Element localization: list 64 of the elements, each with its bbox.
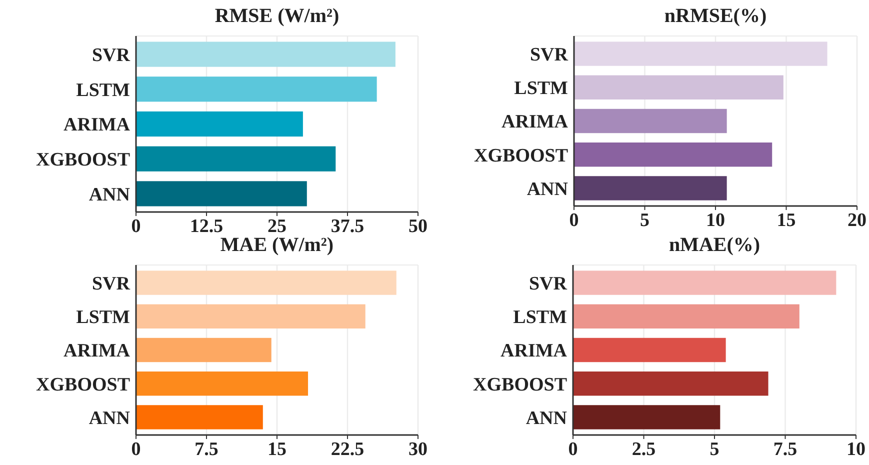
bar (136, 146, 336, 172)
bar (136, 181, 307, 206)
x-tick-label: 0 (131, 439, 141, 460)
y-tick-label: XGBOOST (473, 374, 568, 396)
y-tick-label: SVR (530, 44, 568, 66)
x-tick-label: 7.5 (194, 439, 218, 460)
bar (573, 270, 836, 295)
y-tick-label: ANN (88, 408, 130, 429)
x-tick-label: 2.5 (632, 439, 656, 460)
y-tick-label: ARIMA (64, 340, 130, 362)
x-tick-label: 22.5 (330, 439, 364, 460)
x-tick-label: 20 (848, 210, 866, 231)
chart-title: nRMSE(%) (664, 5, 767, 27)
x-tick-label: 25 (268, 216, 286, 237)
bar (574, 42, 828, 66)
bar (136, 405, 263, 430)
y-tick-label: XGBOOST (474, 145, 568, 166)
y-tick-label: SVR (528, 273, 568, 294)
x-tick-label: 50 (408, 216, 428, 237)
bar (136, 76, 377, 102)
bar (136, 270, 396, 295)
x-tick-label: 30 (408, 439, 428, 460)
x-tick-label: 0 (568, 439, 578, 460)
y-tick-label: XGBOOST (36, 150, 130, 171)
bar (136, 42, 396, 67)
bar (574, 75, 784, 100)
chart-title: MAE (W/m²) (220, 234, 334, 256)
chart-title: RMSE (W/m²) (214, 5, 340, 27)
bar (574, 142, 772, 167)
bar (573, 372, 768, 396)
x-tick-label: 10 (706, 210, 725, 231)
bar (573, 304, 800, 328)
y-tick-label: LSTM (76, 307, 130, 328)
y-tick-label: LSTM (76, 80, 130, 101)
x-tick-label: 7.5 (773, 439, 798, 460)
y-tick-label: ARIMA (64, 114, 130, 136)
bar (573, 405, 720, 430)
y-tick-label: ANN (526, 408, 568, 429)
y-tick-label: LSTM (513, 307, 568, 328)
bar (136, 304, 366, 328)
x-tick-label: 12.5 (190, 216, 224, 237)
y-tick-label: LSTM (514, 78, 568, 100)
x-tick-label: 37.5 (330, 216, 364, 237)
x-tick-label: 15 (776, 210, 796, 231)
y-tick-label: XGBOOST (36, 374, 130, 396)
bar (136, 338, 272, 362)
x-tick-label: 0 (569, 210, 579, 231)
y-tick-label: ANN (526, 178, 568, 200)
x-tick-label: 10 (846, 439, 866, 460)
y-tick-label: ARIMA (502, 112, 568, 133)
y-tick-label: SVR (92, 44, 130, 66)
y-tick-label: ANN (88, 184, 130, 206)
y-tick-label: ARIMA (500, 340, 568, 362)
chart-title: nMAE(%) (668, 234, 760, 256)
x-tick-label: 0 (131, 216, 141, 237)
x-tick-label: 5 (710, 439, 720, 460)
x-tick-label: 5 (640, 210, 650, 231)
bar (136, 111, 303, 137)
bar (574, 176, 727, 200)
bar (136, 372, 308, 396)
y-tick-label: SVR (92, 273, 130, 294)
x-tick-label: 15 (268, 439, 286, 460)
bar (574, 108, 727, 134)
bar (573, 338, 726, 362)
